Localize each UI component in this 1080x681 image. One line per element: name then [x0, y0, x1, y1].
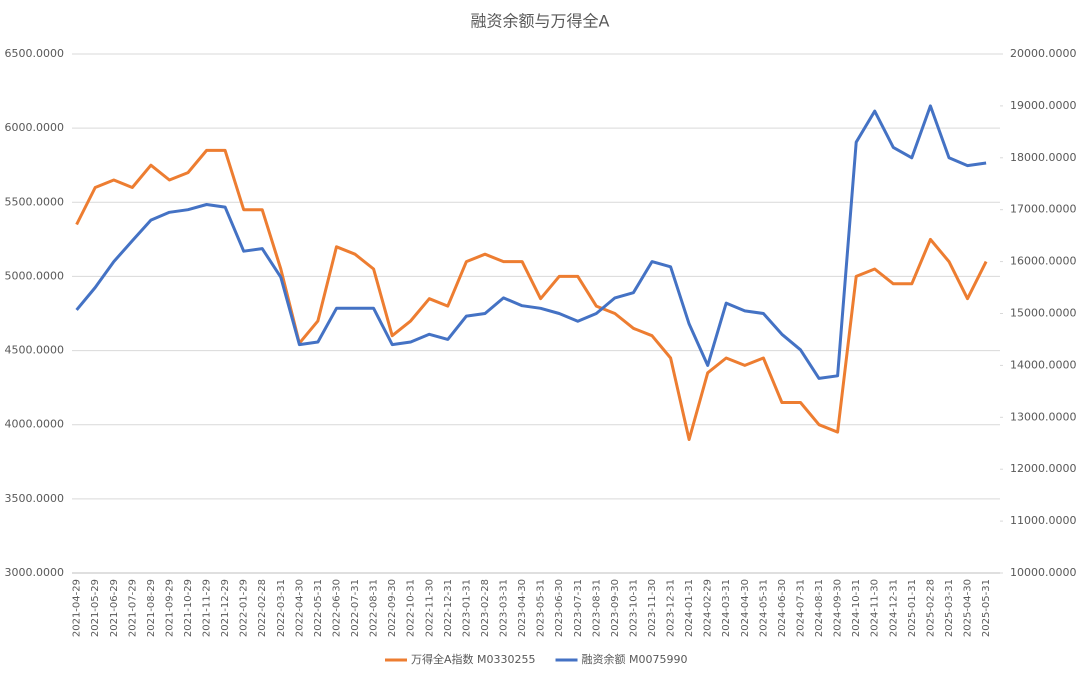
x-tick-label: 2023-09-30 — [610, 579, 621, 637]
x-tick-label: 2024-02-29 — [703, 579, 714, 637]
chart-title: 融资余额与万得全A — [471, 12, 610, 31]
x-tick-label: 2024-05-31 — [758, 579, 769, 637]
x-tick-label: 2024-01-31 — [684, 579, 695, 637]
y-tick-label: 5000.0000 — [5, 269, 65, 282]
x-tick-label: 2023-07-31 — [573, 579, 584, 637]
x-tick-label: 2023-01-31 — [461, 579, 472, 637]
series-line — [75, 148, 988, 441]
y2-tick-label: 14000.0000 — [1010, 358, 1076, 371]
x-tick-label: 2025-02-28 — [925, 579, 936, 637]
x-tick-label: 2023-10-31 — [628, 579, 639, 637]
x-tick-label: 2022-12-31 — [443, 579, 454, 637]
x-tick-label: 2024-11-30 — [870, 579, 881, 637]
y2-tick-label: 10000.0000 — [1010, 566, 1076, 579]
y2-tick-label: 13000.0000 — [1010, 410, 1076, 423]
y2-tick-label: 15000.0000 — [1010, 307, 1076, 320]
x-tick-label: 2021-05-29 — [90, 579, 101, 637]
y2-tick-label: 12000.0000 — [1010, 462, 1076, 475]
x-tick-label: 2021-06-29 — [109, 579, 120, 637]
x-tick-label: 2024-09-30 — [833, 579, 844, 637]
y-tick-label: 6500.0000 — [5, 47, 65, 60]
x-tick-label: 2025-04-30 — [963, 579, 974, 637]
x-tick-label: 2023-06-30 — [554, 579, 565, 637]
x-tick-label: 2023-02-28 — [480, 579, 491, 637]
x-tick-label: 2024-12-31 — [888, 579, 899, 637]
x-tick-label: 2024-06-30 — [777, 579, 788, 637]
x-tick-label: 2022-10-31 — [406, 579, 417, 637]
y2-tick-label: 20000.0000 — [1010, 47, 1076, 60]
x-tick-label: 2022-06-30 — [331, 579, 342, 637]
y2-tick-label: 11000.0000 — [1010, 514, 1076, 527]
y2-tick-label: 19000.0000 — [1010, 99, 1076, 112]
x-tick-label: 2022-11-30 — [424, 579, 435, 637]
y-tick-label: 4000.0000 — [5, 418, 65, 431]
x-tick-label: 2022-09-30 — [387, 579, 398, 637]
x-tick-label: 2021-10-29 — [183, 579, 194, 637]
x-tick-label: 2022-03-31 — [276, 579, 287, 637]
x-tick-label: 2022-07-31 — [350, 579, 361, 637]
x-tick-label: 2025-01-31 — [907, 579, 918, 637]
x-tick-label: 2021-12-29 — [220, 579, 231, 637]
x-tick-label: 2021-04-29 — [72, 579, 83, 637]
x-tick-label: 2021-11-29 — [202, 579, 213, 637]
x-tick-label: 2025-03-31 — [944, 579, 955, 637]
legend-label: 融资余额 M0075990 — [582, 652, 688, 666]
y-tick-label: 4500.0000 — [5, 344, 65, 357]
x-tick-label: 2023-11-30 — [647, 579, 658, 637]
y2-tick-label: 16000.0000 — [1010, 255, 1076, 268]
x-tick-label: 2023-12-31 — [666, 579, 677, 637]
x-tick-label: 2023-08-31 — [591, 579, 602, 637]
x-tick-label: 2023-03-31 — [499, 579, 510, 637]
y-tick-label: 6000.0000 — [5, 121, 65, 134]
series-line — [75, 104, 987, 380]
x-tick-label: 2021-09-29 — [164, 579, 175, 637]
x-tick-label: 2021-08-29 — [146, 579, 157, 637]
y2-tick-label: 18000.0000 — [1010, 151, 1076, 164]
x-tick-label: 2022-02-28 — [257, 579, 268, 637]
x-tick-label: 2024-10-31 — [851, 579, 862, 637]
x-tick-label: 2022-08-31 — [369, 579, 380, 637]
y-tick-label: 3000.0000 — [5, 566, 65, 579]
x-tick-label: 2025-05-31 — [981, 579, 992, 637]
x-tick-label: 2022-04-30 — [294, 579, 305, 637]
x-tick-label: 2023-05-31 — [536, 579, 547, 637]
y-tick-label: 5500.0000 — [5, 195, 65, 208]
x-tick-label: 2024-08-31 — [814, 579, 825, 637]
x-tick-label: 2021-07-29 — [127, 579, 138, 637]
legend-label: 万得全A指数 M0330255 — [411, 652, 536, 666]
x-tick-label: 2024-07-31 — [795, 579, 806, 637]
x-tick-label: 2024-03-31 — [721, 579, 732, 637]
x-tick-label: 2022-05-31 — [313, 579, 324, 637]
y2-tick-label: 17000.0000 — [1010, 203, 1076, 216]
x-tick-label: 2023-04-30 — [517, 579, 528, 637]
x-tick-label: 2022-01-29 — [239, 579, 250, 637]
y-tick-label: 3500.0000 — [5, 492, 65, 505]
x-tick-label: 2024-04-30 — [740, 579, 751, 637]
